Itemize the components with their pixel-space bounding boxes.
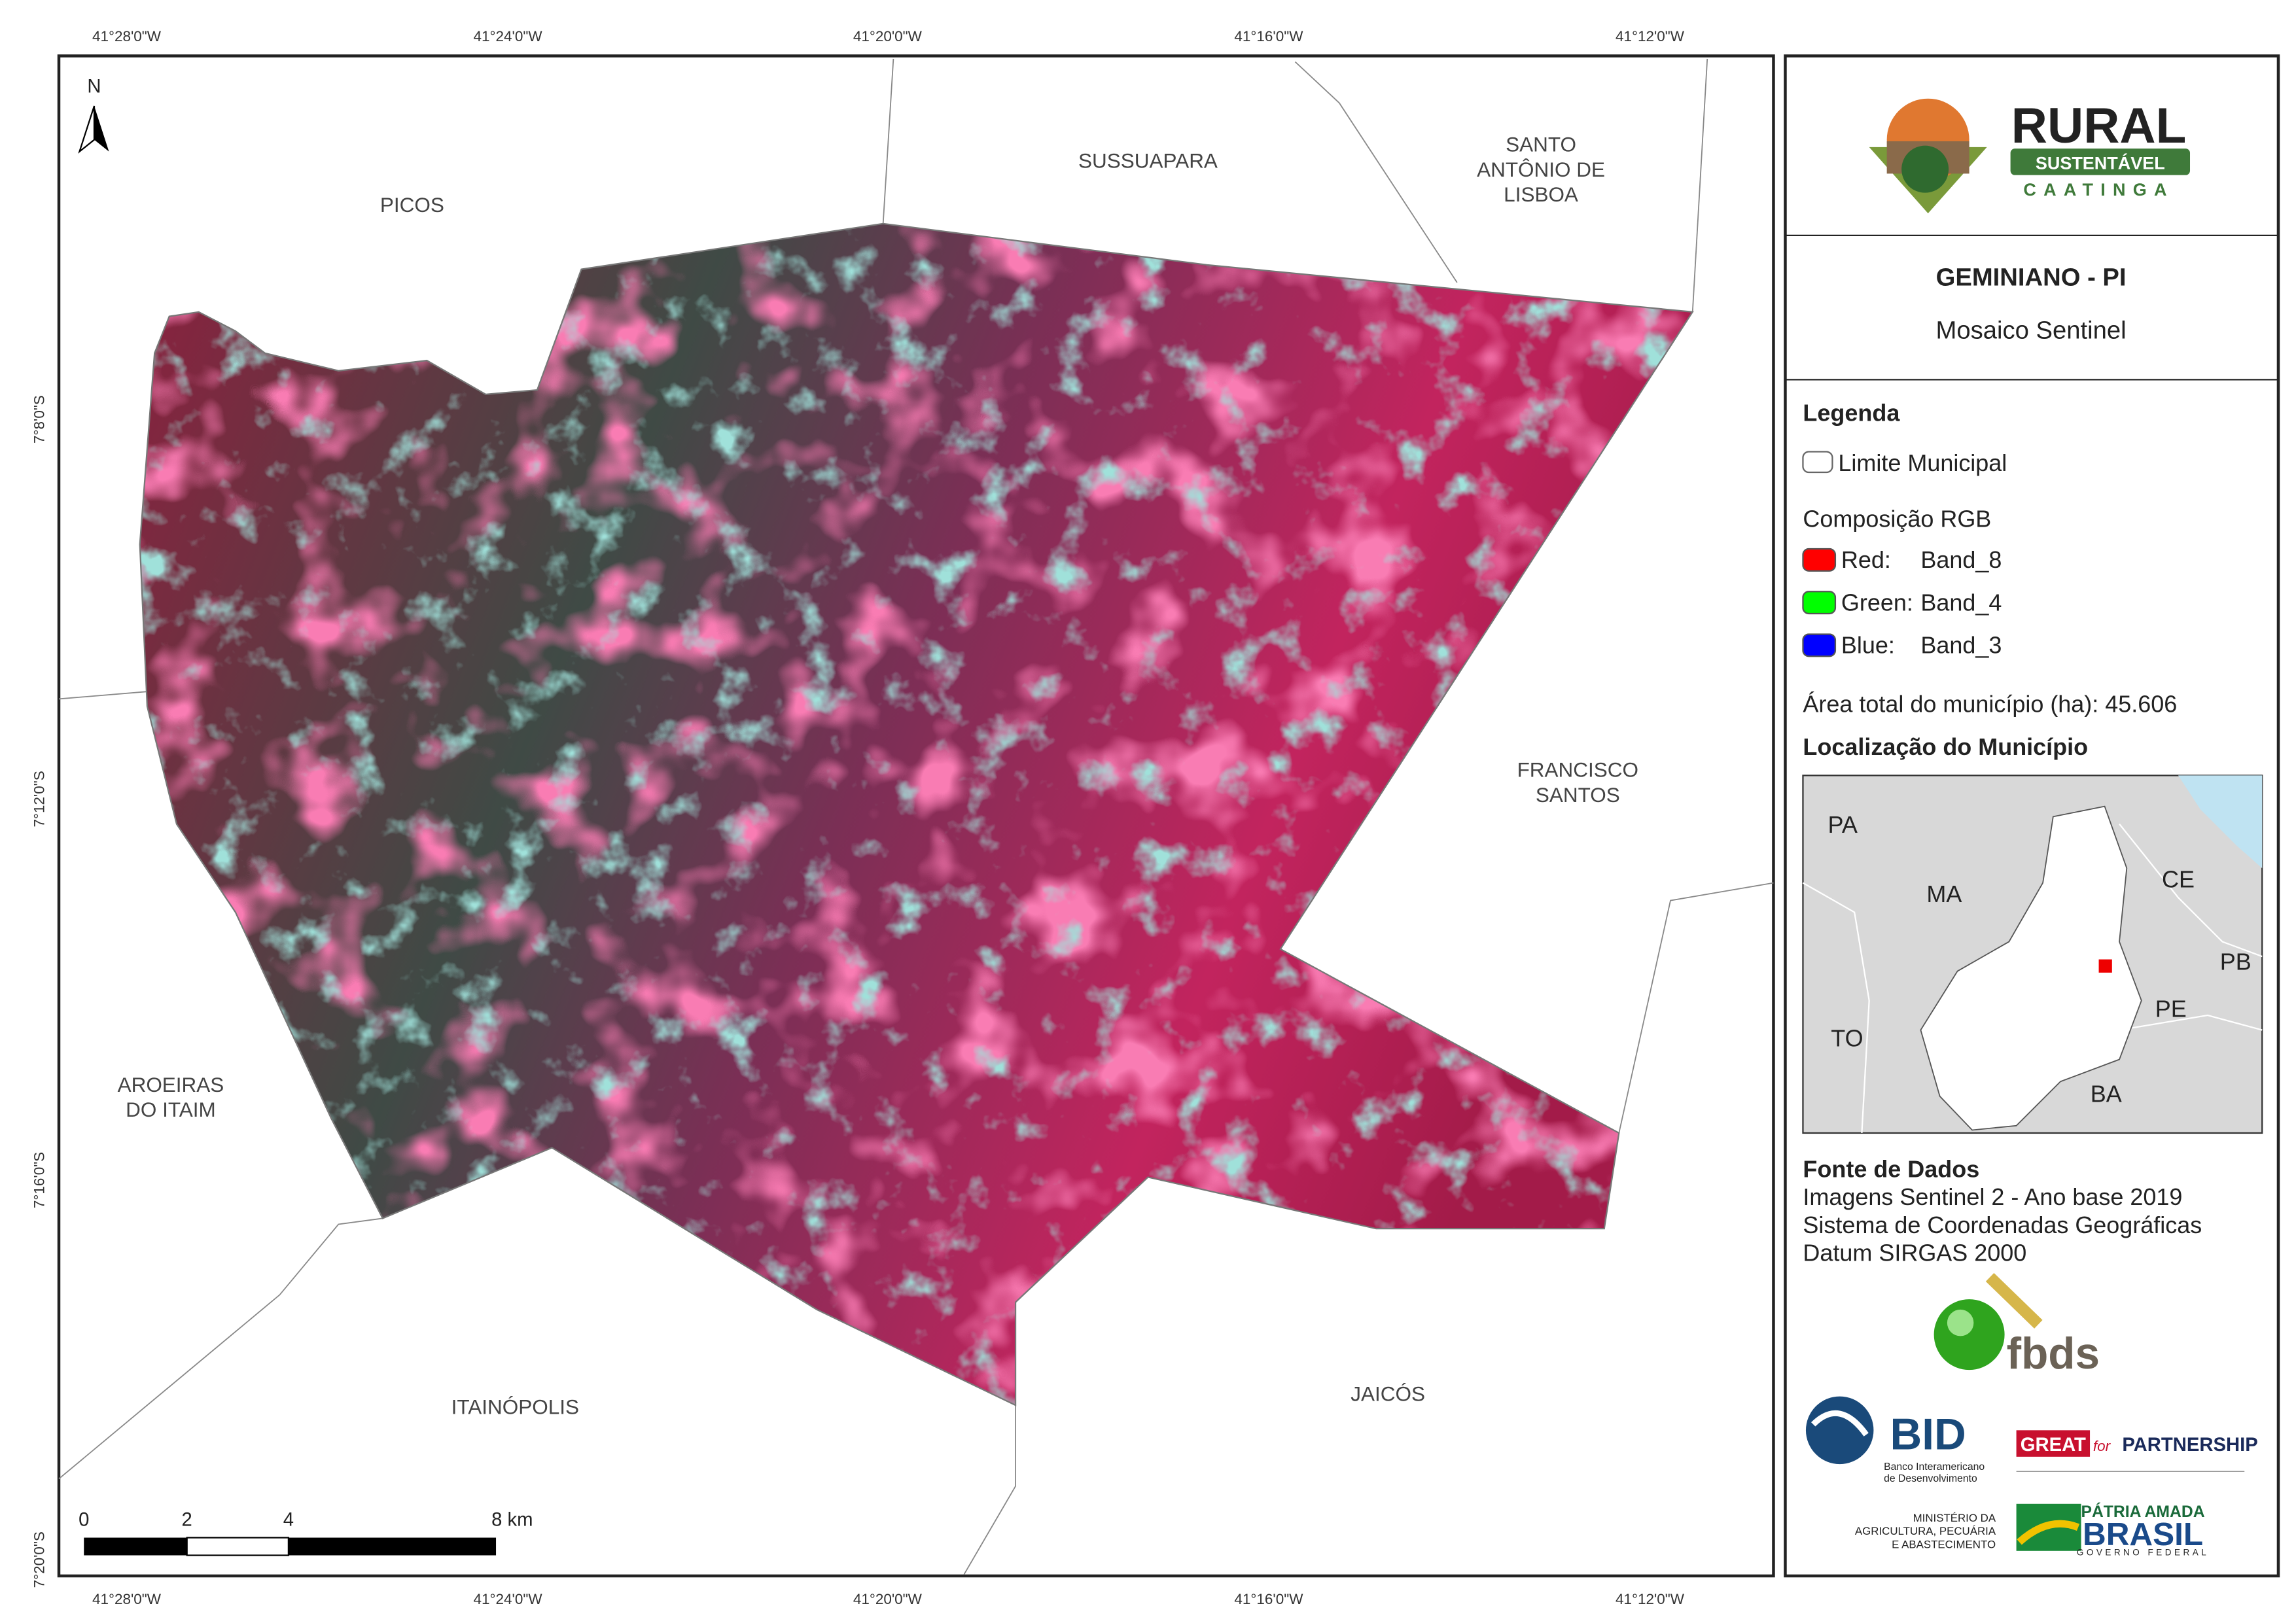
legend-swatch [1802, 548, 1837, 572]
left-tick-label: 7°16'0"S [31, 1152, 48, 1208]
location-inset [1802, 775, 2263, 1134]
place-label: FRANCISCO [1517, 758, 1638, 782]
state-label: PE [2155, 995, 2187, 1022]
place-label: AROEIRAS [118, 1073, 224, 1096]
bottom-tick-label: 41°16'0"W [1234, 1591, 1303, 1607]
legend-swatch [1802, 633, 1837, 657]
brasil-sub: GOVERNO FEDERAL [2077, 1548, 2209, 1558]
municipal-boundary [139, 222, 1694, 1406]
top-tick-label: 41°20'0"W [853, 28, 923, 44]
brasil-logo: PÁTRIA AMADA BRASIL GOVERNO FEDERAL [2016, 1503, 2209, 1558]
state-label: PA [1828, 811, 1858, 838]
legend-subtitle: Composição RGB [1803, 505, 1991, 532]
great-logo: GREAT for PARTNERSHIP [2016, 1430, 2258, 1472]
legend-band: Band_8 [1920, 546, 2002, 573]
bottom-tick-label: 41°20'0"W [853, 1591, 923, 1607]
legend-swatch [1802, 451, 1833, 474]
location-title: Localização do Município [1803, 733, 2088, 760]
top-tick-label: 41°12'0"W [1616, 28, 1685, 44]
map-subtitle: Mosaico Sentinel [1936, 316, 2127, 344]
map-title: GEMINIANO - PI [1936, 263, 2127, 291]
north-label: N [87, 77, 101, 97]
state-label: PB [2220, 948, 2252, 975]
scale-bar [84, 1537, 497, 1556]
bid-logo: BID [1805, 1396, 1966, 1465]
legend-band: Band_4 [1920, 589, 2002, 616]
fbds-text: fbds [2007, 1329, 2100, 1378]
ministry-line: MINISTÉRIO DA [1913, 1512, 1996, 1524]
place-label: ITAINÓPOLIS [451, 1395, 579, 1419]
bottom-tick-label: 41°28'0"W [92, 1591, 162, 1607]
bid-name: Banco Interamericano [1884, 1461, 1985, 1473]
state-label: TO [1831, 1024, 1863, 1051]
place-label: SUSSUAPARA [1078, 148, 1218, 172]
area-text: Área total do município (ha): 45.606 [1803, 691, 2177, 718]
place-label: JAICÓS [1351, 1382, 1425, 1405]
great-partnership: PARTNERSHIP [2122, 1435, 2257, 1456]
logo-region: CAATINGA [2023, 180, 2174, 200]
legend-channel: Red: [1841, 546, 1891, 573]
place-label: DO ITAIM [126, 1098, 216, 1121]
place-label: ANTÔNIO DE [1477, 158, 1605, 181]
source-line: Imagens Sentinel 2 - Ano base 2019 [1803, 1183, 2182, 1210]
neighbor-boundaries [58, 58, 1774, 1575]
legend-label: Limite Municipal [1838, 449, 2007, 476]
scale-label: 8 km [491, 1510, 533, 1531]
great-for: for [2093, 1438, 2111, 1454]
fbds-logo: fbds [1934, 1272, 2100, 1378]
top-tick-label: 41°24'0"W [474, 28, 543, 44]
ministry-line: E ABASTECIMENTO [1892, 1538, 1996, 1550]
source-line: Sistema de Coordenadas Geográficas [1803, 1212, 2202, 1238]
brasil-text: BRASIL [2083, 1516, 2203, 1552]
rural-logo: RURAL SUSTENTÁVEL CAATINGA [1869, 98, 2191, 214]
brasil-top: PÁTRIA AMADA [2081, 1503, 2204, 1521]
legend-swatch [1802, 591, 1837, 615]
scale-label: 2 [182, 1510, 192, 1531]
state-label: BA [2091, 1081, 2122, 1108]
logo-sub: SUSTENTÁVEL [2036, 153, 2165, 173]
great-text: GREAT [2021, 1435, 2086, 1456]
top-tick-label: 41°16'0"W [1234, 28, 1303, 44]
place-label: SANTOS [1536, 783, 1620, 807]
state-label: CE [2162, 865, 2195, 892]
legend-channel: Green: [1841, 589, 1913, 616]
left-tick-label: 7°12'0"S [31, 771, 48, 827]
legend-channel: Blue: [1841, 632, 1895, 659]
bid-text: BID [1890, 1410, 1966, 1459]
bottom-tick-label: 41°12'0"W [1616, 1591, 1685, 1607]
north-arrow: N [78, 77, 109, 154]
bid-name: de Desenvolvimento [1884, 1473, 1977, 1484]
place-label: PICOS [380, 193, 444, 217]
source-line: Datum SIRGAS 2000 [1803, 1240, 2026, 1266]
left-tick-label: 7°8'0"S [31, 395, 48, 444]
bottom-tick-label: 41°24'0"W [474, 1591, 543, 1607]
top-tick-label: 41°28'0"W [92, 28, 162, 44]
legend-title: Legenda [1803, 399, 1900, 426]
ministry-line: AGRICULTURA, PECUÁRIA [1855, 1525, 1996, 1537]
place-label: LISBOA [1504, 183, 1578, 206]
legend-band: Band_3 [1920, 632, 2002, 659]
scale-label: 4 [283, 1510, 294, 1531]
sources-title: Fonte de Dados [1803, 1155, 1979, 1182]
scale-label: 0 [79, 1510, 89, 1531]
left-tick-label: 7°20'0"S [31, 1531, 48, 1588]
logo-title: RURAL [2011, 98, 2187, 154]
place-label: SANTO [1506, 133, 1576, 156]
state-label: MA [1926, 881, 1962, 907]
